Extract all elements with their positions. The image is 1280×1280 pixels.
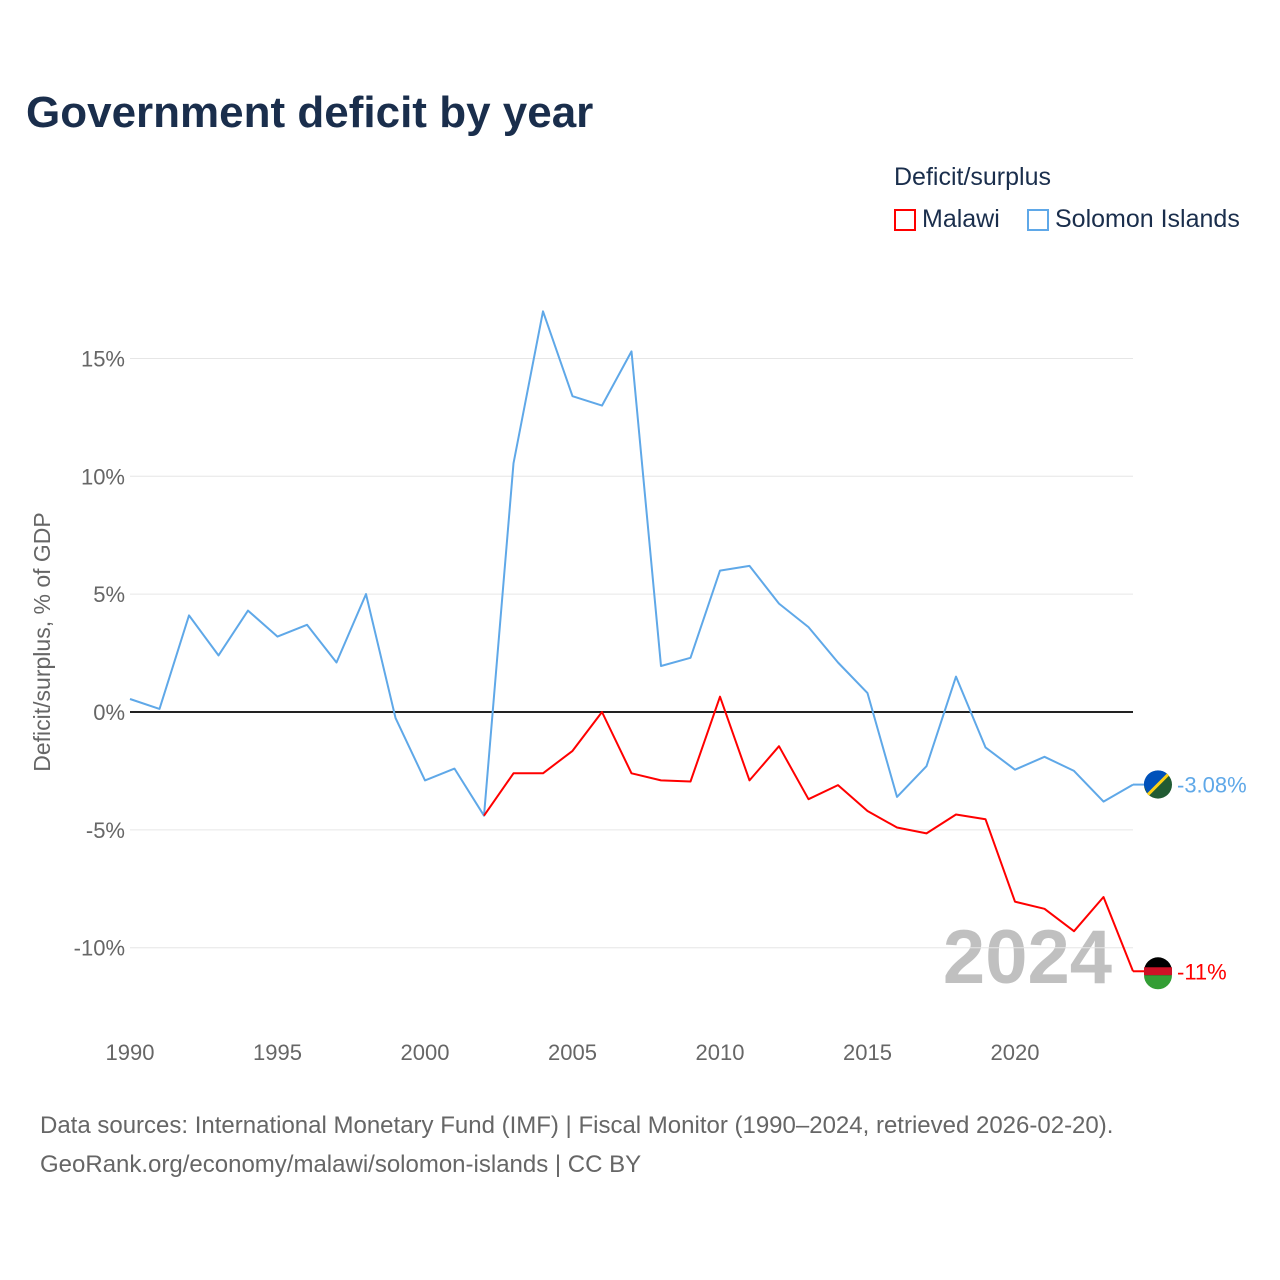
x-tick-label: 1990 xyxy=(106,1040,155,1065)
legend-swatch-solomon-islands xyxy=(1027,208,1049,231)
x-tick-label: 2020 xyxy=(991,1040,1040,1065)
legend-item-solomon-islands[interactable]: Solomon Islands xyxy=(1027,205,1240,234)
legend-label-malawi: Malawi xyxy=(922,205,1000,233)
x-tick-label: 1995 xyxy=(253,1040,302,1065)
y-axis-label: Deficit/surplus, % of GDP xyxy=(29,512,55,771)
legend-item-malawi[interactable]: Malawi xyxy=(894,205,1000,234)
legend-title: Deficit/surplus xyxy=(894,163,1051,191)
end-label-malawi: -11% xyxy=(1177,959,1227,984)
x-tick-label: 2015 xyxy=(843,1040,892,1065)
y-tick-label: -10% xyxy=(74,936,125,961)
malawi-flag-red-band xyxy=(1144,967,1172,976)
year-watermark: 2024 xyxy=(943,915,1112,1000)
x-tick-label: 2000 xyxy=(401,1040,450,1065)
y-tick-label: 15% xyxy=(81,346,125,371)
footer-link[interactable]: GeoRank.org/economy/malawi/solomon-islan… xyxy=(40,1151,642,1178)
y-tick-label: 5% xyxy=(93,582,125,607)
end-label-solomon-islands: -3.08% xyxy=(1177,773,1247,798)
y-tick-label: 10% xyxy=(81,464,125,489)
chart-title: Government deficit by year xyxy=(26,88,594,137)
footer: Data sources: International Monetary Fun… xyxy=(40,1106,1113,1184)
series-line-solomon-islands xyxy=(129,310,1134,817)
chart-plot-area: 2024 15% 10% 5% 0% -5% -10% 1990 1995 2000 2005 201… xyxy=(29,310,1247,1065)
x-tick-label: 2010 xyxy=(696,1040,745,1065)
y-tick-label: 0% xyxy=(93,700,125,725)
y-tick-label: -5% xyxy=(86,818,125,843)
footer-sources: Data sources: International Monetary Fun… xyxy=(40,1112,1114,1139)
series-line-malawi xyxy=(483,695,1134,972)
malawi-flag-green-band xyxy=(1144,975,1172,990)
legend-swatch-malawi xyxy=(894,208,916,231)
legend-label-solomon-islands: Solomon Islands xyxy=(1055,205,1240,233)
solomon-islands-flag-blue xyxy=(1143,770,1168,795)
x-tick-label: 2005 xyxy=(548,1040,597,1065)
solomon-islands-flag-stripe xyxy=(1146,773,1170,796)
